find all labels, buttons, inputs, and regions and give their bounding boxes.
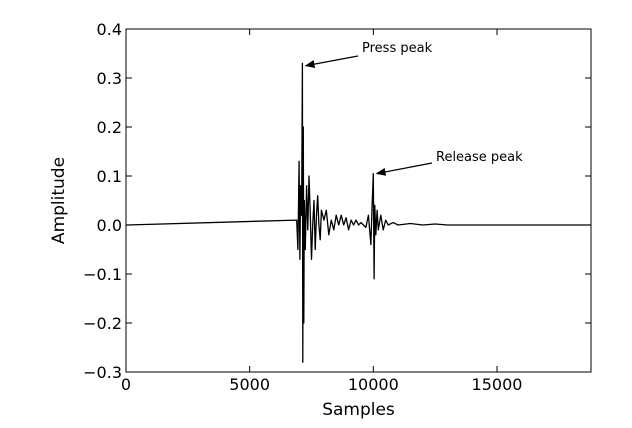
y-tick-label: 0.2 <box>97 118 122 137</box>
y-tick-label: 0.1 <box>97 167 122 186</box>
x-tick-label: 10000 <box>348 375 399 394</box>
x-tick-label: 15000 <box>472 375 523 394</box>
y-tick-label: 0.4 <box>97 20 122 39</box>
annotation-arrow <box>375 162 433 176</box>
y-tick-label: 0.3 <box>97 69 122 88</box>
annotation-arrow <box>304 55 359 69</box>
plot-area: Press peak Release peak <box>125 41 591 363</box>
axes: 0 5000 10000 15000 −0.3 −0.2 −0.1 0.0 0.1 0.2 0.3 0… <box>83 20 592 394</box>
y-tick-label: −0.2 <box>83 314 122 333</box>
y-tick-label: −0.1 <box>83 265 122 284</box>
axes-frame <box>125 28 592 373</box>
series-line-0 <box>125 62 591 363</box>
y-tick-label: −0.3 <box>83 363 122 382</box>
y-tick-label: 0.0 <box>97 216 122 235</box>
annotation-label: Press peak <box>362 41 433 56</box>
x-axis-label: Samples <box>322 400 395 420</box>
annotation-label: Release peak <box>436 150 523 165</box>
x-tick-label: 0 <box>121 375 131 394</box>
y-axis-label: Amplitude <box>49 157 69 244</box>
x-tick-label: 5000 <box>229 375 270 394</box>
